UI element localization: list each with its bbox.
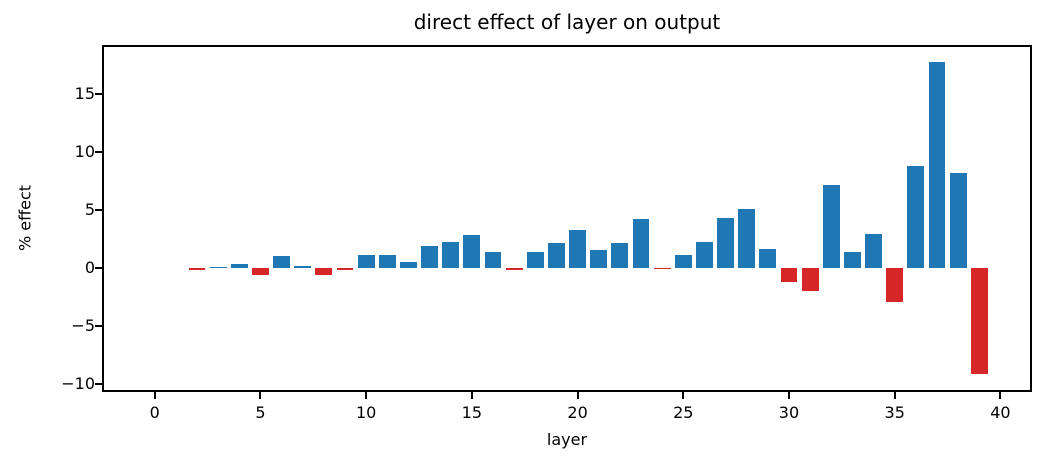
- y-tick-mark: [95, 325, 102, 328]
- bar-layer-37: [928, 62, 946, 268]
- y-tick-label: 15: [74, 83, 95, 103]
- y-tick-label: 10: [74, 141, 95, 161]
- bar-layer-6: [273, 256, 291, 268]
- bar-layer-33: [843, 251, 861, 268]
- y-tick-mark: [95, 266, 102, 269]
- x-tick-mark: [787, 392, 790, 399]
- bar-layer-25: [674, 255, 692, 268]
- bar-layer-5: [251, 267, 269, 276]
- bar-layer-17: [505, 267, 523, 270]
- bar-layer-4: [230, 264, 248, 268]
- chart-title: direct effect of layer on output: [413, 10, 721, 34]
- bar-layer-12: [399, 262, 417, 268]
- bar-layer-27: [717, 217, 734, 268]
- y-tick-label: −10: [61, 374, 95, 394]
- bar-layer-9: [336, 267, 354, 270]
- x-tick-label: 10: [355, 403, 377, 422]
- x-tick-mark: [153, 392, 156, 399]
- y-tick-mark: [95, 150, 102, 153]
- bar-layer-10: [357, 255, 375, 268]
- bar-layer-20: [569, 229, 587, 268]
- bar-layer-22: [611, 243, 629, 268]
- y-tick-label: 0: [84, 257, 95, 277]
- bar-layer-11: [378, 255, 396, 268]
- bar-layer-7: [294, 266, 312, 268]
- x-tick-label: 5: [255, 403, 266, 422]
- bar-layer-26: [695, 242, 713, 268]
- bar-layer-3: [209, 266, 227, 268]
- y-tick-label: −5: [71, 316, 95, 336]
- bar-layer-16: [484, 251, 502, 268]
- x-tick-label: 30: [778, 403, 800, 422]
- x-tick-mark: [576, 392, 579, 399]
- x-tick-mark: [893, 392, 896, 399]
- bar-layer-18: [526, 251, 544, 268]
- y-tick-label: 5: [84, 199, 95, 219]
- bar-layer-29: [759, 249, 777, 268]
- bar-layer-36: [907, 165, 925, 268]
- y-axis-label: % effect: [15, 184, 35, 252]
- bar-layer-34: [865, 234, 882, 268]
- bar-layer-13: [421, 245, 439, 268]
- y-tick-mark: [95, 383, 102, 386]
- y-tick-mark: [95, 92, 102, 95]
- bar-layer-24: [653, 267, 671, 270]
- bar-layer-39: [970, 267, 988, 374]
- bar-layer-23: [632, 219, 650, 268]
- bar-layer-15: [463, 235, 481, 268]
- bar-layer-35: [886, 267, 904, 302]
- bar-layer-14: [442, 242, 460, 268]
- x-tick-label: 40: [990, 403, 1011, 422]
- x-tick-label: 20: [567, 403, 588, 422]
- x-tick-mark: [682, 392, 685, 399]
- x-tick-mark: [365, 392, 368, 399]
- x-axis-label: layer: [546, 430, 588, 449]
- x-tick-mark: [999, 392, 1002, 399]
- bar-layer-8: [315, 267, 333, 276]
- x-tick-mark: [470, 392, 473, 399]
- bar-layer-32: [822, 185, 840, 268]
- bar-layer-31: [801, 267, 819, 292]
- plot-area: 0 5 10 15 20 25 30 35 40 −10 −5 0 5 10 15: [61, 45, 1032, 422]
- bar-layer-2: [188, 267, 206, 270]
- bar-layer-19: [547, 243, 565, 268]
- x-tick-label: 25: [673, 403, 694, 422]
- y-tick-mark: [95, 208, 102, 211]
- bar-layer-38: [949, 172, 967, 268]
- x-tick-label: 15: [461, 403, 483, 422]
- x-tick-label: 0: [149, 403, 160, 422]
- bar-layer-30: [780, 267, 798, 282]
- x-tick-mark: [259, 392, 262, 399]
- bar-layer-28: [738, 208, 756, 268]
- x-tick-label: 35: [884, 403, 905, 422]
- bar-layer-21: [590, 250, 608, 268]
